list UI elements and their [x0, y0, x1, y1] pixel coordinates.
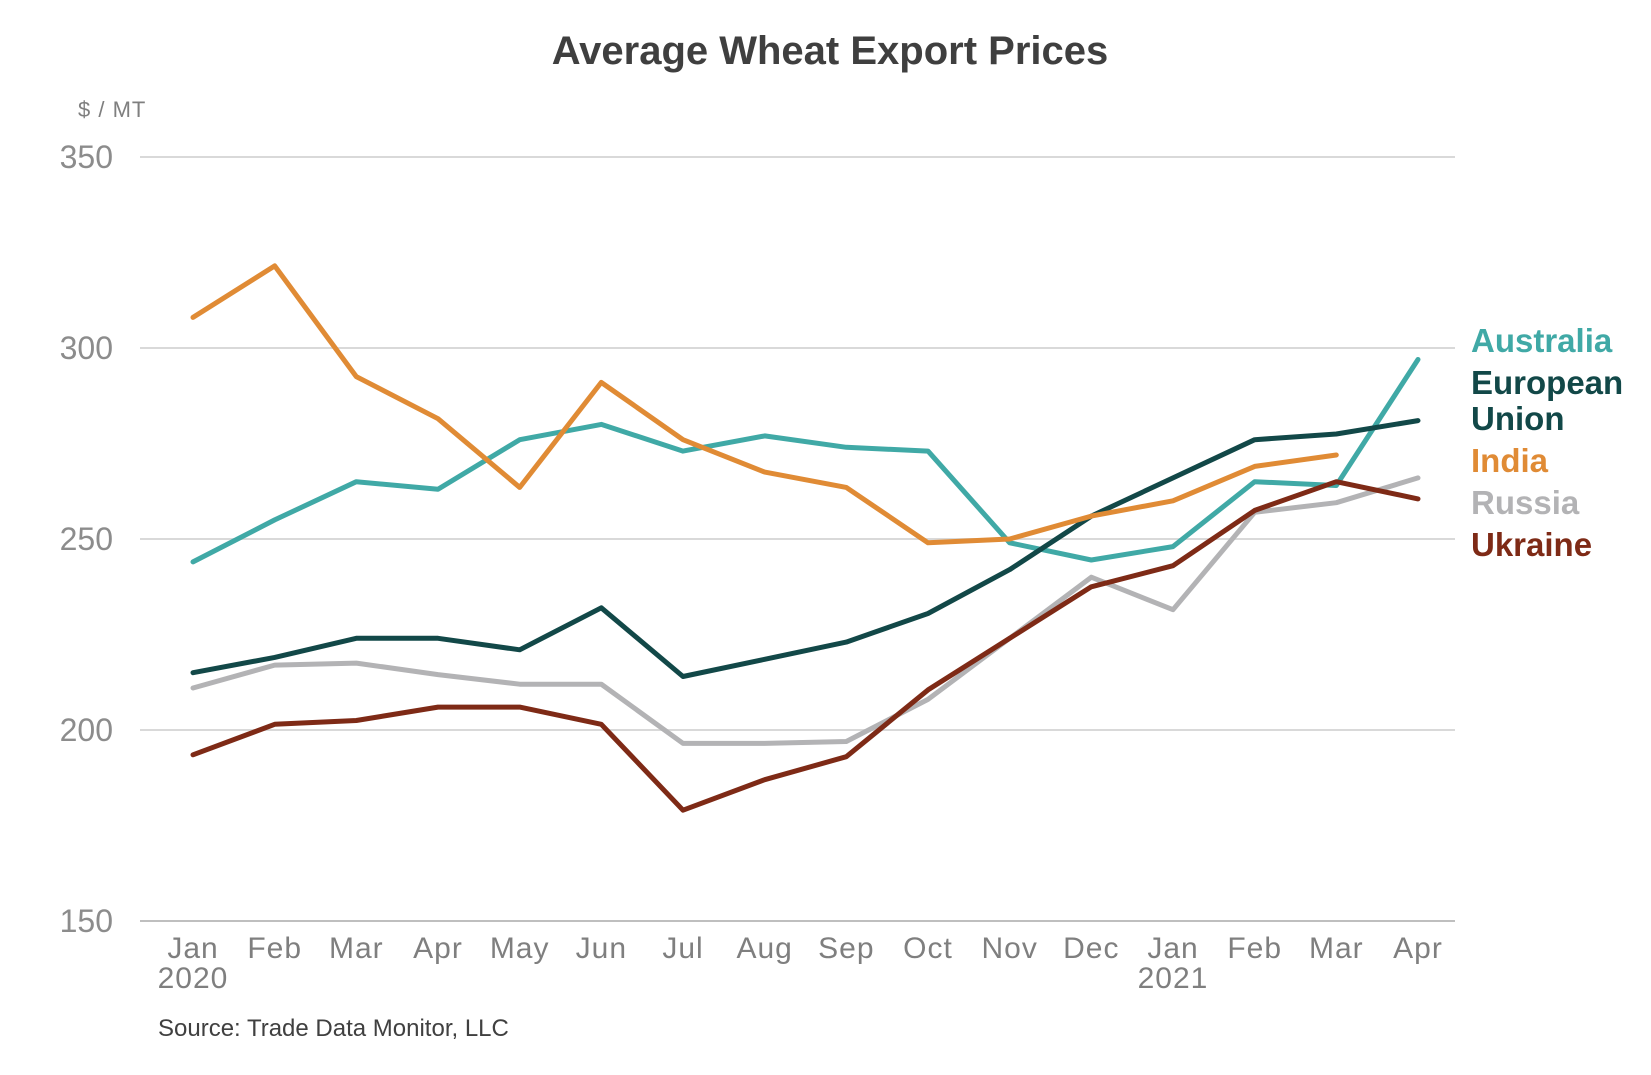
- y-axis-ticks: 150 200 250 300 350: [60, 139, 113, 939]
- source-note: Source: Trade Data Monitor, LLC: [158, 1015, 509, 1042]
- x-tick-label-6: Jul: [662, 932, 703, 965]
- x-year-label-2020: 2020: [158, 962, 229, 995]
- legend-label-ukraine: Ukraine: [1471, 526, 1592, 563]
- series-line-ukraine: [190, 479, 1421, 813]
- series-line-russia: [190, 475, 1421, 746]
- y-tick-label-350: 350: [60, 139, 113, 175]
- x-tick-label-10: Nov: [981, 932, 1037, 965]
- series-line-australia: [190, 357, 1421, 565]
- x-tick-label-3: Apr: [413, 932, 463, 965]
- x-tick-label-1: Feb: [247, 932, 302, 965]
- x-tick-label-14: Mar: [1309, 932, 1364, 965]
- y-tick-label-150: 150: [60, 903, 113, 939]
- x-tick-label-0: Jan: [167, 932, 218, 965]
- chart-title: Average Wheat Export Prices: [552, 29, 1109, 73]
- x-axis-ticks: Jan Feb Mar Apr May Jun Jul Aug Sep Oct Nov Dec Jan F…: [158, 932, 1443, 995]
- x-tick-label-11: Dec: [1063, 932, 1119, 965]
- legend-label-australia: Australia: [1471, 322, 1613, 359]
- x-tick-label-2: Mar: [329, 932, 384, 965]
- y-tick-label-250: 250: [60, 521, 113, 557]
- x-tick-label-4: May: [490, 932, 550, 965]
- x-year-label-2021: 2021: [1138, 962, 1209, 995]
- grid-lines: [140, 156, 1455, 922]
- x-tick-label-5: Jun: [576, 932, 627, 965]
- x-tick-label-9: Oct: [903, 932, 953, 965]
- legend-label-india: India: [1471, 442, 1549, 479]
- y-tick-label-200: 200: [60, 712, 113, 748]
- x-tick-label-12: Jan: [1147, 932, 1198, 965]
- legend-label-european-union-2: Union: [1471, 400, 1564, 437]
- series-line-india: [190, 263, 1339, 546]
- legend-label-russia: Russia: [1471, 484, 1580, 521]
- x-tick-label-13: Feb: [1227, 932, 1282, 965]
- x-tick-label-15: Apr: [1393, 932, 1443, 965]
- y-tick-label-300: 300: [60, 330, 113, 366]
- x-tick-label-8: Sep: [818, 932, 874, 965]
- series-line-european-union: [190, 418, 1421, 679]
- legend-label-european-union-1: European: [1471, 364, 1623, 401]
- x-tick-label-7: Aug: [736, 932, 792, 965]
- series-lines: [190, 263, 1421, 813]
- y-axis-unit-label: $ / MT: [78, 97, 146, 122]
